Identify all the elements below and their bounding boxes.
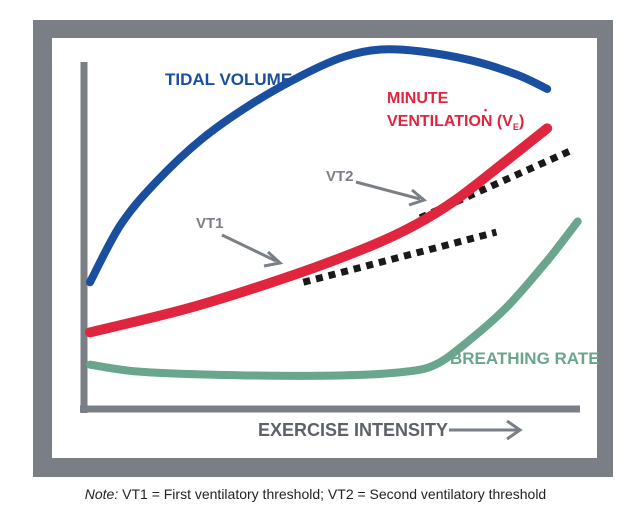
breathing-rate-line [86, 217, 582, 380]
minute-ventilation-label-line2: VENTILATION (VE) [387, 113, 524, 132]
vt2-label: VT2 [326, 168, 354, 185]
tidal-volume-label: TIDAL VOLUME [165, 70, 292, 89]
note-text: VT1 = First ventilatory threshold; VT2 =… [118, 486, 547, 502]
vt1-arrow [221, 233, 284, 268]
x-axis-label: EXERCISE INTENSITY [258, 420, 448, 440]
vt2-arrow [355, 180, 428, 207]
x-axis-arrow-icon [449, 419, 523, 441]
footnote: Note: VT1 = First ventilatory threshold;… [0, 486, 631, 502]
note-prefix: Note: [84, 486, 119, 502]
minute-ventilation-line [85, 123, 553, 338]
chart-panel [52, 38, 597, 458]
vt1-label: VT1 [196, 215, 224, 232]
tidal-volume-line [86, 45, 552, 287]
minute-ventilation-label-line1: MINUTE [387, 90, 449, 107]
series-layer [85, 45, 582, 380]
v-dot-mark: • [484, 105, 487, 115]
breathing-rate-label: BREATHING RATE [450, 349, 600, 368]
